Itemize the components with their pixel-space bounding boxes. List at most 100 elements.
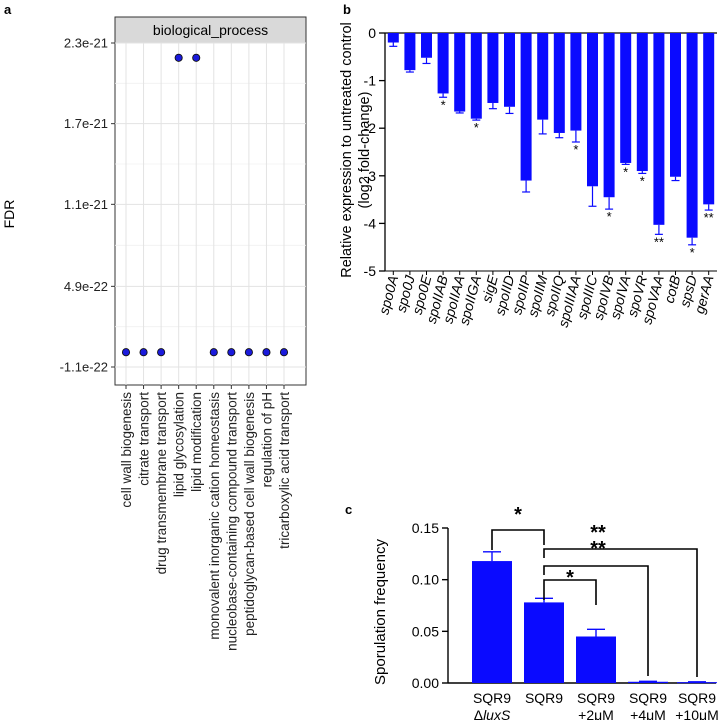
x-category-label-a: citrate transport (137, 392, 152, 486)
x-category-label-c-line1: SQR9 (678, 690, 716, 706)
significance-label: * (514, 504, 522, 526)
significance-label: * (566, 567, 574, 589)
x-category-label-c-line1: SQR9 (629, 690, 667, 706)
x-category-label-c-line1: SQR9 (473, 690, 511, 706)
bar (487, 33, 499, 103)
x-category-label-b: spsD (676, 274, 700, 309)
category-prefix: +2μM (578, 707, 614, 720)
x-category-label-a: regulation of pH (259, 392, 274, 487)
y-tick-label-c: 0.15 (412, 520, 439, 536)
facet-strip-label: biological_process (153, 22, 268, 38)
significance-label: ** (590, 522, 606, 544)
x-category-label-a: peptidoglycan-based cell wall biogenesis (242, 392, 257, 636)
bar (437, 33, 449, 94)
bar (404, 33, 416, 71)
x-category-label-a: nucleobase-containing compound transport (224, 392, 239, 651)
bar (472, 561, 512, 683)
x-category-label-c-line2: +2μM (578, 707, 614, 720)
bar (421, 33, 432, 58)
data-point (157, 348, 166, 357)
y-tick-label-b: -5 (364, 263, 377, 279)
y-tick-label-b: -4 (364, 215, 377, 231)
y-axis-label-b-line2: (log2 fold-change) (357, 92, 373, 209)
bar (603, 33, 615, 198)
x-category-label-a: lipid modification (189, 392, 204, 492)
bar (520, 33, 532, 181)
y-tick-label-a: 2.3e-21 (64, 36, 108, 51)
panel-label-a: a (4, 2, 12, 17)
panel-a-chart: biological_process -1.1e-22 4.9e-22 1.1e-2… (1, 16, 307, 651)
bar (636, 33, 648, 172)
x-category-label-a: drug transmembrane transport (154, 392, 169, 575)
bar (670, 33, 681, 177)
bar (570, 33, 582, 131)
y-tick-label-a: 4.9e-22 (64, 279, 108, 294)
data-point (192, 53, 201, 62)
bar (576, 636, 616, 683)
bar (470, 33, 482, 119)
y-tick-label-c: 0.10 (412, 572, 439, 588)
y-axis-label-a: FDR (1, 200, 17, 229)
panel-b-chart: 0-1-2-3-4-5 *********** spo0Aspo0Jspo0Es… (339, 22, 717, 329)
x-category-label-a: cell wall biogenesis (119, 392, 134, 508)
y-tick-label-b: 0 (368, 25, 376, 41)
data-point (227, 348, 236, 357)
x-category-label-c-line2: +4μM (630, 707, 666, 720)
bar (537, 33, 549, 120)
bar (454, 33, 466, 112)
bar (653, 33, 665, 225)
significance-marker: * (623, 164, 628, 179)
x-category-label-c-line2: +10μM (675, 707, 718, 720)
significance-marker: * (640, 173, 645, 188)
bar (628, 681, 668, 683)
y-tick-label-c: 0.00 (412, 675, 439, 691)
x-category-label-b: sigE (478, 273, 501, 304)
bar (553, 33, 565, 133)
panel-label-c: c (345, 502, 352, 517)
y-tick-label-a: 1.1e-21 (64, 197, 108, 212)
category-prefix: +10μM (675, 707, 718, 720)
x-category-label-a: monovalent inorganic cation homeostasis (207, 392, 222, 640)
x-category-label-c-line1: SQR9 (577, 690, 615, 706)
data-point (262, 348, 271, 357)
significance-marker: ** (704, 210, 714, 225)
significance-marker: * (690, 245, 695, 260)
y-tick-label-c: 0.05 (412, 623, 439, 639)
y-tick-label-b: -3 (364, 168, 377, 184)
y-tick-label-b: -1 (364, 73, 377, 89)
bar (620, 33, 632, 163)
data-point (279, 348, 289, 357)
bar (587, 33, 598, 187)
bar (703, 33, 715, 205)
significance-marker: ** (654, 234, 664, 249)
x-category-label-a: lipid glycosylation (172, 392, 187, 497)
x-category-label-a: tricarboxylic acid transport (277, 392, 292, 549)
significance-marker: * (441, 97, 446, 112)
data-point (139, 348, 148, 357)
category-prefix: +4μM (630, 707, 666, 720)
plot-panel-a (114, 42, 307, 386)
data-point (174, 53, 183, 62)
y-tick-label-b: -2 (364, 120, 377, 136)
data-point (209, 348, 218, 357)
bar (504, 33, 515, 107)
bar (524, 602, 564, 683)
significance-marker: * (607, 209, 612, 224)
significance-marker: * (573, 142, 578, 157)
category-italic: luxS (483, 707, 511, 720)
significance-bracket (543, 565, 649, 676)
facet-strip (114, 16, 307, 44)
x-category-label-c-line2: ΔluxS (474, 707, 511, 720)
significance-bracket (491, 529, 545, 550)
significance-bracket (543, 579, 597, 605)
y-tick-label-a: -1.1e-22 (60, 360, 108, 375)
bar (677, 682, 717, 684)
bar (387, 33, 399, 43)
data-point (121, 348, 131, 357)
bar (686, 33, 698, 238)
significance-bracket (543, 548, 698, 677)
category-prefix: Δ (474, 707, 483, 720)
x-category-label-b: cotB (661, 274, 684, 305)
data-point (244, 348, 253, 357)
